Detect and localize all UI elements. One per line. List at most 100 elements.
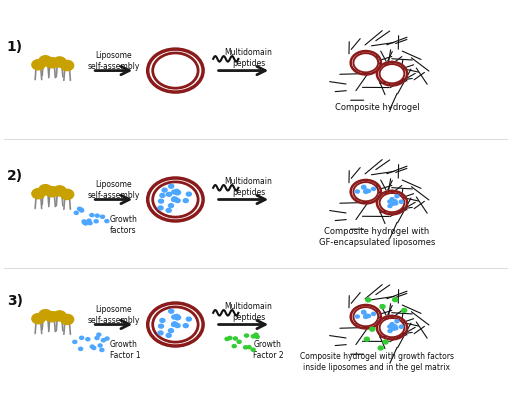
Circle shape [254,333,258,336]
Circle shape [100,348,104,352]
Circle shape [80,209,83,212]
Circle shape [355,190,359,193]
Circle shape [105,219,109,223]
Circle shape [166,334,171,338]
Circle shape [60,60,74,71]
Circle shape [90,213,94,217]
Circle shape [247,346,251,349]
Circle shape [395,320,399,323]
Circle shape [361,186,366,188]
Circle shape [365,314,369,317]
Circle shape [388,200,392,203]
Circle shape [98,344,102,347]
Circle shape [391,327,395,330]
Circle shape [172,190,177,194]
Circle shape [32,314,45,324]
Circle shape [60,314,74,324]
Text: Multidomain
peptides: Multidomain peptides [224,48,272,68]
Circle shape [366,298,371,302]
Circle shape [174,314,179,318]
Circle shape [255,335,259,338]
Text: Multidomain
peptides: Multidomain peptides [224,302,272,322]
Circle shape [39,185,52,195]
Circle shape [394,327,398,330]
Circle shape [183,324,188,328]
Circle shape [175,199,180,203]
Text: Composite hydrogel with growth factors
inside liposomes and in the gel matrix: Composite hydrogel with growth factors i… [300,352,454,372]
Circle shape [251,335,255,338]
Text: Multidomain
peptides: Multidomain peptides [224,177,272,197]
Text: Composite hydrogel with
GF-encapsulated liposomes: Composite hydrogel with GF-encapsulated … [318,227,435,247]
Circle shape [162,188,167,192]
Circle shape [370,327,375,331]
Text: 1): 1) [7,40,23,54]
Circle shape [174,198,178,201]
Circle shape [395,195,399,198]
Circle shape [88,221,92,225]
Circle shape [79,347,82,350]
Circle shape [174,190,179,193]
Circle shape [380,64,404,83]
Circle shape [380,305,385,308]
Circle shape [354,182,378,201]
Circle shape [169,309,174,313]
Circle shape [367,190,371,193]
Circle shape [390,323,394,326]
Circle shape [233,337,238,340]
Circle shape [100,215,104,218]
Circle shape [172,197,177,201]
Circle shape [160,194,165,198]
Circle shape [186,192,191,196]
Circle shape [391,202,395,205]
Circle shape [383,340,388,344]
Circle shape [364,315,368,318]
Circle shape [101,339,105,342]
Circle shape [80,336,83,340]
Text: Growth
Factor 2: Growth Factor 2 [253,340,284,360]
Circle shape [354,53,378,72]
Circle shape [399,200,403,203]
Circle shape [372,312,375,316]
Circle shape [92,346,96,350]
Circle shape [95,214,99,217]
Circle shape [168,204,174,207]
Circle shape [380,318,404,337]
Circle shape [388,204,392,207]
Circle shape [393,325,397,328]
Circle shape [73,340,77,344]
Circle shape [172,315,177,319]
Circle shape [364,190,368,194]
Text: Liposome
self-assembly: Liposome self-assembly [88,180,140,200]
Circle shape [172,198,177,201]
Circle shape [390,198,394,201]
Circle shape [160,318,165,322]
Circle shape [174,323,178,327]
Circle shape [77,207,81,210]
Circle shape [365,337,369,341]
Circle shape [159,199,163,203]
Circle shape [32,59,45,70]
Text: Liposome
self-assembly: Liposome self-assembly [88,305,140,325]
Circle shape [364,315,368,318]
Circle shape [394,202,398,205]
Circle shape [153,307,198,342]
Circle shape [166,192,172,196]
Circle shape [251,348,255,351]
Circle shape [90,345,94,348]
Circle shape [175,191,180,195]
Circle shape [46,312,58,322]
Circle shape [244,346,248,349]
Circle shape [354,307,378,326]
Circle shape [228,336,232,340]
Circle shape [39,56,52,66]
Circle shape [53,57,66,67]
Circle shape [365,189,369,192]
Text: Growth
Factor 1: Growth Factor 1 [110,340,141,360]
Circle shape [355,315,359,318]
Circle shape [153,182,198,217]
Circle shape [159,324,163,328]
Circle shape [83,222,88,225]
Text: 3): 3) [7,294,23,308]
Text: Liposome
self-assembly: Liposome self-assembly [88,51,140,71]
Circle shape [186,317,191,321]
